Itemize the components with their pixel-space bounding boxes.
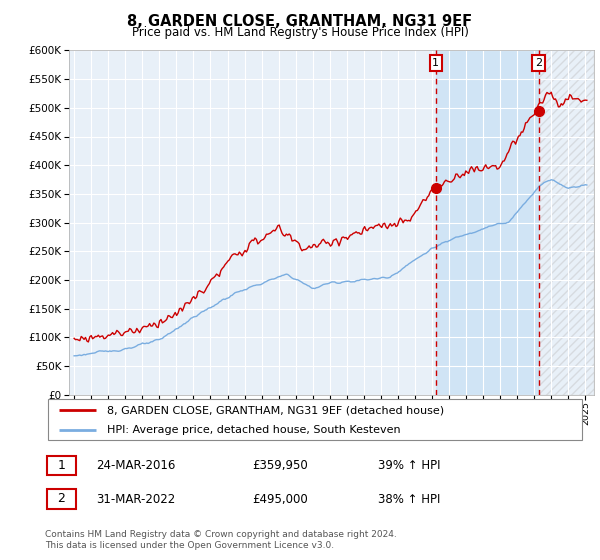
Text: 1: 1 bbox=[58, 459, 65, 472]
Text: 2: 2 bbox=[58, 492, 65, 506]
Text: 24-MAR-2016: 24-MAR-2016 bbox=[96, 459, 175, 473]
Text: 2: 2 bbox=[535, 58, 542, 68]
FancyBboxPatch shape bbox=[47, 489, 76, 508]
Text: £495,000: £495,000 bbox=[252, 493, 308, 506]
Bar bbox=[436, 50, 539, 395]
Bar bbox=[539, 50, 594, 395]
Text: 1: 1 bbox=[433, 58, 439, 68]
Text: 38% ↑ HPI: 38% ↑ HPI bbox=[378, 493, 440, 506]
Text: Price paid vs. HM Land Registry's House Price Index (HPI): Price paid vs. HM Land Registry's House … bbox=[131, 26, 469, 39]
Text: £359,950: £359,950 bbox=[252, 459, 308, 473]
Text: 8, GARDEN CLOSE, GRANTHAM, NG31 9EF (detached house): 8, GARDEN CLOSE, GRANTHAM, NG31 9EF (det… bbox=[107, 405, 444, 415]
FancyBboxPatch shape bbox=[47, 456, 76, 475]
FancyBboxPatch shape bbox=[48, 399, 582, 440]
Text: 8, GARDEN CLOSE, GRANTHAM, NG31 9EF: 8, GARDEN CLOSE, GRANTHAM, NG31 9EF bbox=[127, 14, 473, 29]
Text: 31-MAR-2022: 31-MAR-2022 bbox=[96, 493, 175, 506]
Text: HPI: Average price, detached house, South Kesteven: HPI: Average price, detached house, Sout… bbox=[107, 424, 400, 435]
Text: Contains HM Land Registry data © Crown copyright and database right 2024.
This d: Contains HM Land Registry data © Crown c… bbox=[45, 530, 397, 550]
Text: 39% ↑ HPI: 39% ↑ HPI bbox=[378, 459, 440, 473]
